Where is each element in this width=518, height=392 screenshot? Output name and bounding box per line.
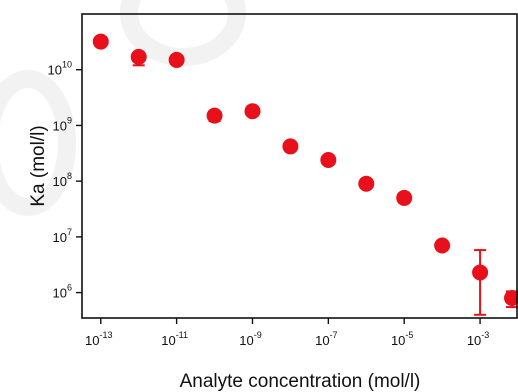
x-tick-label: 10-7	[315, 330, 337, 348]
data-point	[206, 107, 223, 124]
data-point	[396, 189, 413, 206]
x-tick-label: 10-13	[85, 330, 112, 348]
y-axis-title: Ka (mol/l)	[28, 125, 49, 206]
x-tick-label: 10-5	[391, 330, 413, 348]
data-point	[434, 237, 451, 254]
y-tick-label: 1010	[48, 60, 72, 78]
data-point	[92, 33, 109, 50]
data-point	[320, 151, 337, 168]
y-tick-label: 108	[53, 171, 72, 189]
y-tick-label: 107	[53, 227, 72, 245]
x-axis: 10-13 10-11 10-9 10-7 10-5 10-3	[85, 318, 489, 348]
data-point	[504, 289, 518, 306]
data-point	[244, 103, 261, 120]
x-axis-title: Analyte concentration (mol/l)	[180, 371, 421, 392]
y-axis: 106 107 108 109 1010	[48, 60, 82, 301]
y-tick-label: 106	[53, 283, 72, 301]
plot-frame	[81, 13, 518, 319]
data-point	[472, 264, 489, 281]
data-point	[130, 48, 147, 65]
error-bars	[94, 37, 518, 316]
data-point	[358, 175, 375, 192]
data-point	[282, 138, 299, 155]
data-points	[92, 33, 518, 306]
x-tick-label: 10-11	[161, 330, 188, 348]
y-tick-label: 109	[53, 115, 72, 133]
data-point	[168, 51, 185, 68]
x-tick-label: 10-3	[467, 330, 489, 348]
x-tick-label: 10-9	[239, 330, 261, 348]
